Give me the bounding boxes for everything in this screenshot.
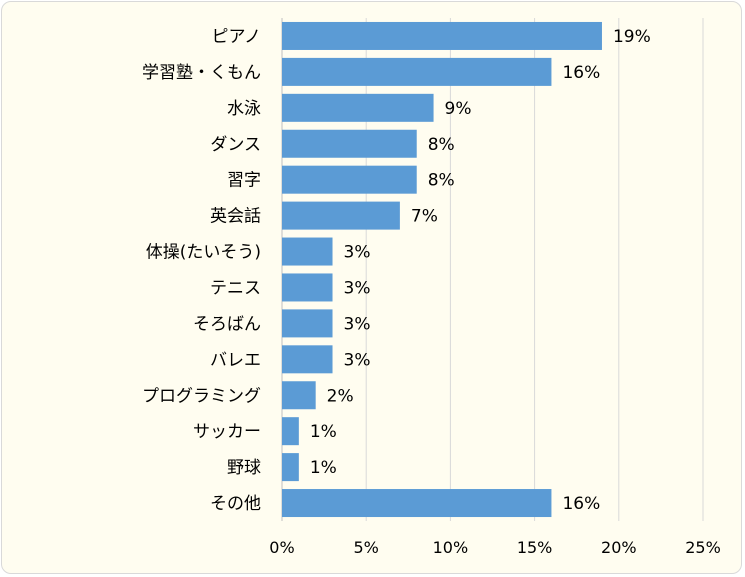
bar [282,165,417,194]
category-label: 野球 [227,458,261,478]
bar [282,21,602,50]
data-label: 2% [327,386,354,406]
category-label: ピアノ [212,27,261,47]
category-label: その他 [210,494,261,514]
data-label: 8% [428,171,455,191]
bar [282,381,316,410]
x-tick-label: 5% [354,538,379,557]
category-label: 体操(たいそう) [146,243,261,263]
data-label: 3% [344,243,371,263]
category-label: テニス [210,278,261,298]
category-label: プログラミング [142,386,261,406]
bar [282,201,400,230]
category-label: 水泳 [227,99,261,119]
data-label: 16% [562,494,600,514]
data-label: 3% [344,278,371,298]
x-tick-label: 20% [601,538,637,557]
data-label: 1% [310,422,337,442]
x-tick-label: 10% [433,538,469,557]
data-label: 9% [445,99,472,119]
bar [282,453,299,482]
data-label: 1% [310,458,337,478]
bar [282,489,552,518]
bar [282,57,552,86]
bar [282,417,299,446]
data-label: 3% [344,350,371,370]
x-tick-label: 25% [685,538,721,557]
data-label: 19% [613,27,651,47]
category-label: 英会話 [210,207,261,227]
category-label: 習字 [227,171,261,191]
data-label: 7% [411,207,438,227]
data-label: 3% [344,314,371,334]
data-label: 16% [562,63,600,83]
category-label: サッカー [193,422,261,442]
x-tick-label: 0% [269,538,294,557]
bar [282,309,333,338]
bar [282,345,333,374]
bar [282,93,434,122]
category-label: バレエ [210,350,261,370]
category-label: そろばん [193,314,261,334]
category-label: 学習塾・くもん [142,62,261,83]
bar [282,237,333,266]
bar [282,273,333,302]
data-label: 8% [428,135,455,155]
category-label: ダンス [210,135,261,155]
bar [282,129,417,158]
x-tick-label: 15% [517,538,553,557]
